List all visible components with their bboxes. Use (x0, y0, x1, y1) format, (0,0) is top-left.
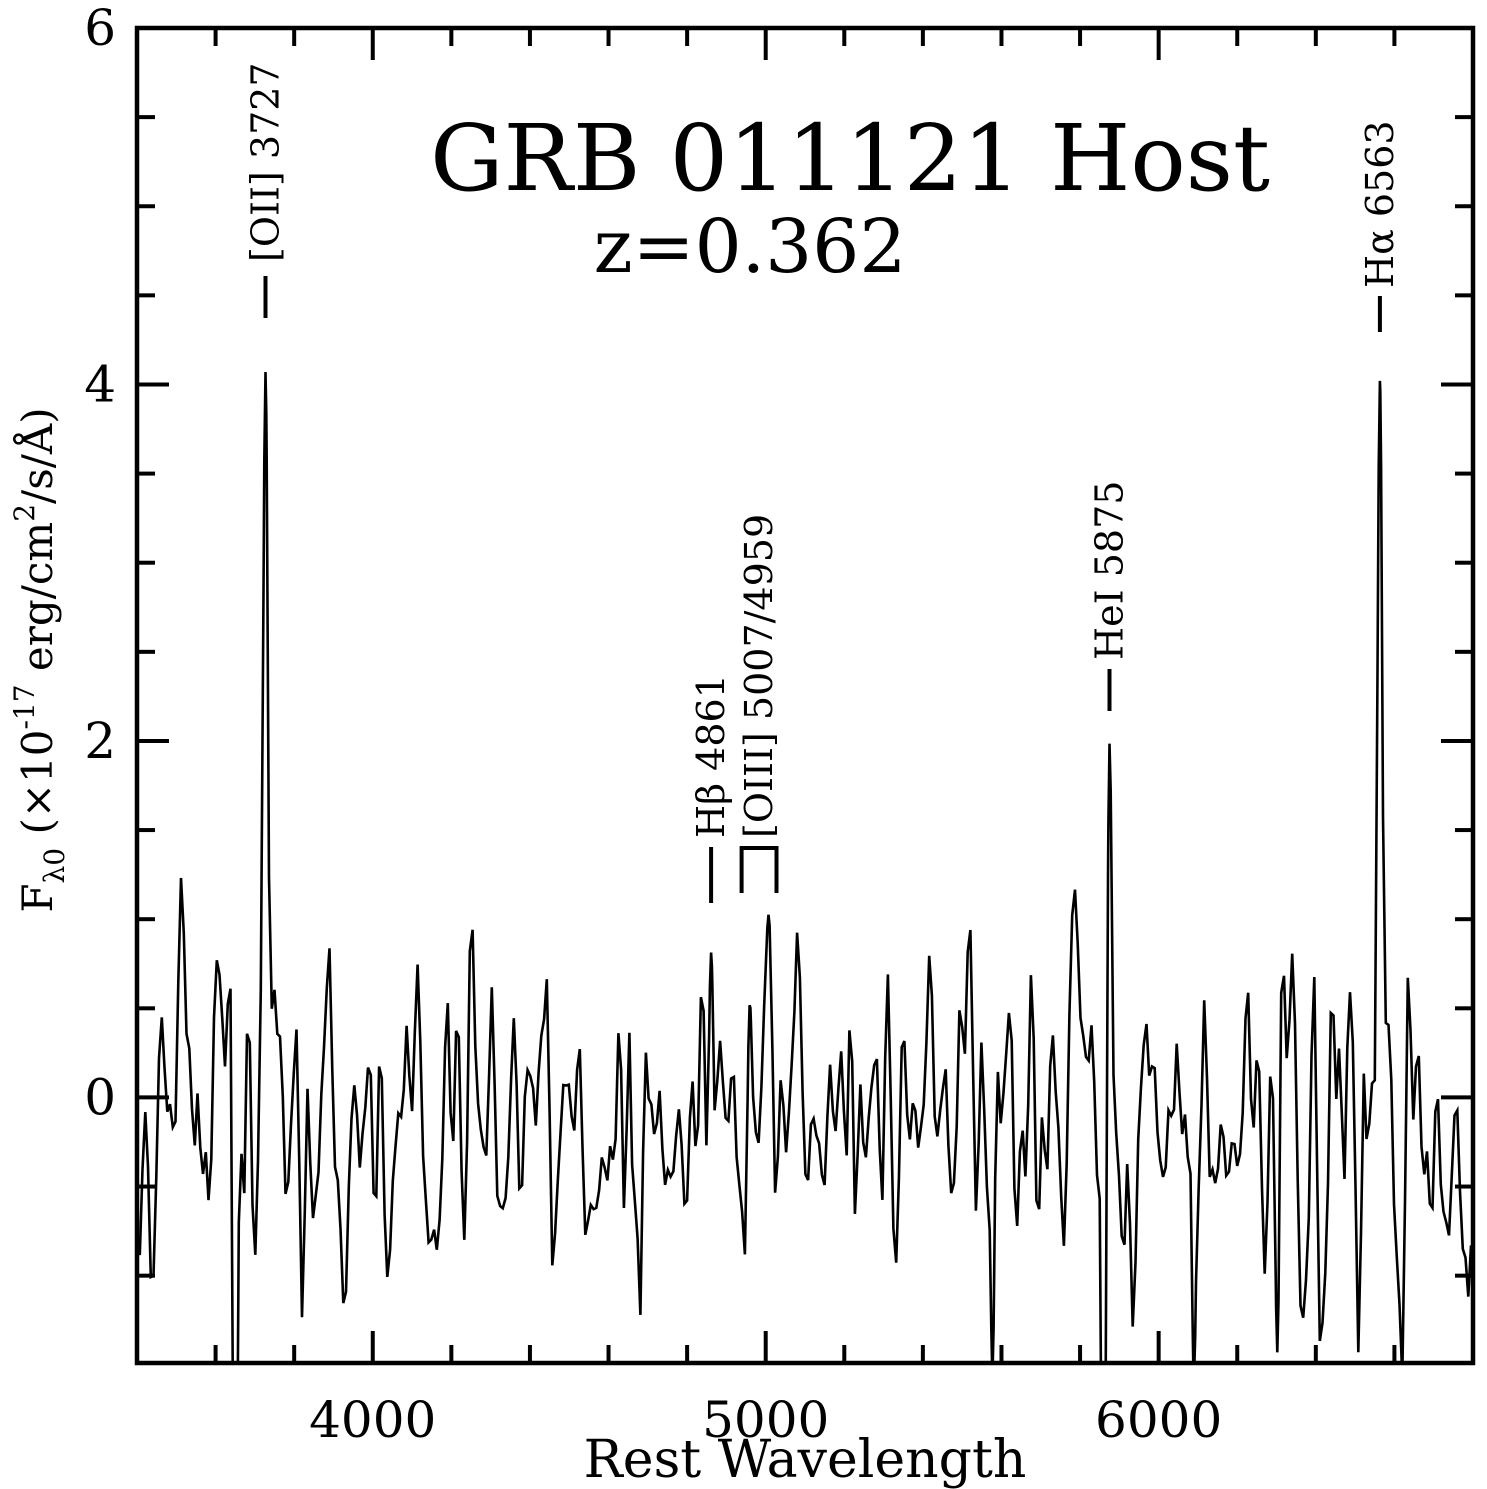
y-axis-label: Fλ0 (×10-17 erg/cm2/s/Å) (8, 407, 71, 912)
bracket-marker (739, 846, 779, 893)
x-tick-label-4000: 4000 (309, 1391, 436, 1449)
emission-line-label: [OIII] 5007/4959 (737, 514, 781, 838)
y-axis-label-text: Fλ0 (×10-17 erg/cm2/s/Å) (8, 407, 71, 912)
emission-line-label: [OII] 3727 (244, 62, 288, 262)
emission-line-annotations: [OII] 3727 Hβ 4861 [OIII] 5007/4959 HeI 587… (244, 62, 1402, 903)
plot-frame (134, 25, 1476, 1366)
y-tick-label-0: 0 (84, 1068, 116, 1126)
emission-line-label: Hα 6563 (1358, 120, 1402, 288)
spectrum-trace (139, 371, 1471, 1361)
x-tick-label-6000: 6000 (1095, 1391, 1222, 1449)
y-tick-label-6: 6 (84, 0, 116, 57)
x-tick-label-5000: 5000 (702, 1391, 829, 1449)
plot-subtitle: z=0.362 (594, 204, 907, 290)
axis-ticks (139, 26, 1471, 1361)
x-axis-label: Rest Wavelength (584, 1430, 1027, 1489)
axis-tick-labels: 4000 5000 6000 0 2 4 6 (84, 0, 1222, 1449)
emission-line-label: HeI 5875 (1088, 481, 1132, 660)
plot-title: GRB 011121 Host (430, 105, 1270, 212)
emission-line-label: Hβ 4861 (689, 674, 733, 838)
y-tick-label-4: 4 (84, 355, 116, 413)
y-tick-label-2: 2 (84, 712, 116, 770)
